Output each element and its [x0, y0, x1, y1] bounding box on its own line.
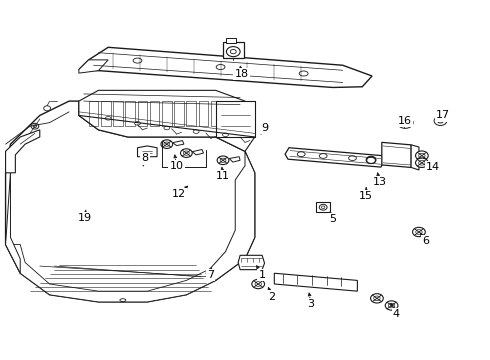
- Bar: [211, 101, 220, 126]
- Text: 7: 7: [207, 270, 214, 280]
- Polygon shape: [192, 149, 203, 155]
- Bar: [101, 101, 111, 126]
- Ellipse shape: [413, 227, 425, 237]
- Ellipse shape: [252, 279, 265, 289]
- Text: 8: 8: [141, 153, 148, 163]
- Polygon shape: [79, 60, 108, 73]
- Ellipse shape: [226, 46, 240, 57]
- Text: 19: 19: [78, 213, 92, 222]
- Ellipse shape: [299, 71, 308, 76]
- Ellipse shape: [222, 133, 228, 136]
- Polygon shape: [172, 140, 184, 145]
- Bar: [162, 101, 172, 126]
- Polygon shape: [79, 47, 372, 87]
- Text: 14: 14: [426, 162, 440, 172]
- Bar: [125, 101, 135, 126]
- Bar: [89, 101, 98, 126]
- Ellipse shape: [370, 294, 383, 303]
- Polygon shape: [382, 142, 411, 167]
- Polygon shape: [5, 101, 255, 302]
- Text: 6: 6: [422, 236, 429, 246]
- Ellipse shape: [348, 156, 356, 161]
- Ellipse shape: [385, 301, 398, 310]
- Ellipse shape: [31, 123, 39, 129]
- Polygon shape: [79, 90, 255, 151]
- Polygon shape: [285, 148, 384, 167]
- Text: 13: 13: [372, 177, 387, 187]
- Polygon shape: [238, 255, 265, 270]
- Ellipse shape: [133, 58, 142, 63]
- Bar: [226, 38, 236, 43]
- Bar: [198, 101, 208, 126]
- Ellipse shape: [397, 117, 413, 129]
- Bar: [138, 101, 147, 126]
- Bar: [186, 101, 196, 126]
- Polygon shape: [411, 145, 419, 170]
- Ellipse shape: [164, 126, 170, 130]
- Bar: [216, 101, 255, 137]
- Text: 10: 10: [170, 161, 184, 171]
- Bar: [223, 101, 233, 126]
- Ellipse shape: [319, 204, 327, 210]
- Ellipse shape: [180, 149, 192, 157]
- Ellipse shape: [416, 158, 428, 167]
- Text: 12: 12: [172, 189, 186, 199]
- Polygon shape: [5, 173, 20, 273]
- Text: 5: 5: [329, 215, 337, 224]
- Text: 11: 11: [216, 171, 230, 181]
- Polygon shape: [206, 151, 255, 280]
- Text: 18: 18: [235, 69, 248, 79]
- Bar: [150, 101, 159, 126]
- Bar: [223, 42, 244, 58]
- Polygon shape: [274, 273, 357, 291]
- Text: 15: 15: [359, 191, 373, 201]
- Polygon shape: [229, 157, 240, 162]
- Text: 17: 17: [436, 111, 450, 121]
- Ellipse shape: [217, 156, 229, 165]
- Text: 4: 4: [393, 310, 400, 319]
- Ellipse shape: [135, 122, 141, 125]
- Ellipse shape: [319, 154, 327, 158]
- Text: 9: 9: [261, 123, 268, 133]
- Ellipse shape: [366, 156, 376, 163]
- Bar: [113, 101, 123, 126]
- Ellipse shape: [193, 130, 199, 134]
- Text: 2: 2: [269, 292, 275, 302]
- Text: 3: 3: [307, 299, 315, 309]
- Ellipse shape: [105, 117, 111, 120]
- Polygon shape: [5, 244, 220, 302]
- Ellipse shape: [297, 152, 305, 157]
- Ellipse shape: [44, 106, 50, 111]
- Bar: [317, 202, 330, 212]
- Polygon shape: [5, 130, 40, 173]
- Ellipse shape: [161, 140, 172, 148]
- Ellipse shape: [416, 151, 428, 160]
- Ellipse shape: [434, 116, 447, 126]
- Text: 1: 1: [259, 270, 266, 280]
- Polygon shape: [138, 146, 157, 157]
- Ellipse shape: [216, 64, 225, 69]
- Bar: [174, 101, 184, 126]
- Ellipse shape: [367, 158, 375, 162]
- Ellipse shape: [367, 157, 375, 163]
- Text: 16: 16: [398, 116, 412, 126]
